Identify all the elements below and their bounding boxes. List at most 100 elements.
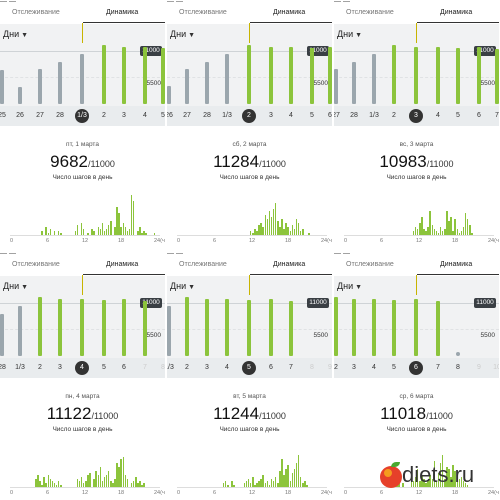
date-label[interactable]: 4	[436, 112, 440, 119]
date-label[interactable]: 4	[143, 112, 147, 119]
date-label[interactable]: 7	[436, 364, 440, 371]
day-bar[interactable]	[185, 297, 189, 356]
date-label[interactable]: 3	[409, 109, 423, 123]
tab-tracking[interactable]: Отслеживание	[12, 261, 60, 268]
date-label[interactable]: 9	[477, 364, 481, 371]
date-label[interactable]: 1/3	[75, 109, 89, 123]
date-label[interactable]: 6	[269, 364, 273, 371]
day-bar[interactable]	[143, 46, 147, 104]
date-label[interactable]: 28	[56, 112, 64, 119]
date-label[interactable]: 7	[495, 112, 499, 119]
date-label[interactable]: 10	[493, 364, 499, 371]
day-bar[interactable]	[289, 46, 293, 104]
date-label[interactable]: 4	[75, 361, 89, 375]
day-bar[interactable]	[495, 49, 499, 104]
date-label[interactable]: 1/3	[222, 112, 232, 119]
date-label[interactable]: 1/3	[15, 364, 25, 371]
day-bar[interactable]	[269, 46, 273, 104]
tab-tracking[interactable]: Отслеживание	[346, 261, 394, 268]
day-bar[interactable]	[225, 298, 229, 356]
date-label[interactable]: 4	[289, 112, 293, 119]
day-bar[interactable]	[38, 69, 42, 104]
date-label[interactable]: 27	[36, 112, 44, 119]
day-bar[interactable]	[372, 53, 376, 104]
day-bar[interactable]	[205, 62, 209, 104]
day-bar[interactable]	[477, 47, 481, 104]
day-bar[interactable]	[247, 300, 251, 356]
period-dropdown[interactable]: Дни ▼	[337, 29, 362, 39]
date-label[interactable]: 28	[350, 112, 358, 119]
day-bar[interactable]	[414, 46, 418, 104]
date-label[interactable]: 7	[143, 364, 147, 371]
date-label[interactable]: 1/3	[369, 112, 379, 119]
day-bar[interactable]	[328, 47, 332, 104]
day-bar[interactable]	[310, 48, 314, 104]
day-bar[interactable]	[58, 298, 62, 356]
day-bar[interactable]	[102, 45, 106, 104]
day-bar[interactable]	[372, 298, 376, 356]
date-label[interactable]: 5	[161, 112, 165, 119]
day-bar[interactable]	[18, 87, 22, 104]
day-bar[interactable]	[122, 46, 126, 104]
day-bar[interactable]	[414, 299, 418, 356]
day-bar[interactable]	[167, 85, 171, 104]
day-bar[interactable]	[334, 69, 338, 104]
date-label[interactable]: 9	[328, 364, 332, 371]
day-bar[interactable]	[161, 48, 165, 104]
date-label[interactable]: 26	[167, 112, 173, 119]
day-bar[interactable]	[289, 301, 293, 356]
date-label[interactable]: 26	[16, 112, 24, 119]
date-label[interactable]: 28	[0, 364, 6, 371]
day-bar[interactable]	[352, 298, 356, 356]
date-label[interactable]: 3	[352, 364, 356, 371]
day-bar[interactable]	[58, 62, 62, 104]
day-bar[interactable]	[122, 299, 126, 356]
day-bar[interactable]	[143, 301, 147, 356]
tab-dynamics[interactable]: Динамика	[440, 261, 473, 268]
date-label[interactable]: 2	[392, 112, 396, 119]
day-bar[interactable]	[436, 301, 440, 356]
date-label[interactable]: 5	[456, 112, 460, 119]
period-dropdown[interactable]: Дни ▼	[3, 281, 28, 291]
tab-dynamics[interactable]: Динамика	[440, 9, 473, 16]
tab-dynamics[interactable]: Динамика	[273, 9, 306, 16]
date-label[interactable]: 4	[225, 364, 229, 371]
day-bar[interactable]	[18, 305, 22, 356]
day-bar[interactable]	[436, 46, 440, 104]
day-bar[interactable]	[0, 70, 4, 104]
date-label[interactable]: 8	[310, 364, 314, 371]
tab-dynamics[interactable]: Динамика	[106, 9, 139, 16]
day-bar[interactable]	[185, 69, 189, 104]
date-label[interactable]: 8	[456, 364, 460, 371]
day-bar[interactable]	[352, 62, 356, 104]
date-label[interactable]: 25	[0, 112, 6, 119]
date-label[interactable]: 3	[58, 364, 62, 371]
date-label[interactable]: 7	[289, 364, 293, 371]
date-label[interactable]: 3	[122, 112, 126, 119]
day-bar[interactable]	[334, 297, 338, 356]
tab-tracking[interactable]: Отслеживание	[12, 9, 60, 16]
date-label[interactable]: 2	[102, 112, 106, 119]
period-dropdown[interactable]: Дни ▼	[337, 281, 362, 291]
day-bar[interactable]	[392, 300, 396, 356]
date-label[interactable]: 3	[269, 112, 273, 119]
tab-tracking[interactable]: Отслеживание	[346, 9, 394, 16]
date-label[interactable]: 5	[310, 112, 314, 119]
date-label[interactable]: 27	[183, 112, 191, 119]
date-label[interactable]: 3	[205, 364, 209, 371]
period-dropdown[interactable]: Дни ▼	[170, 29, 195, 39]
day-bar[interactable]	[205, 298, 209, 356]
date-label[interactable]: 5	[102, 364, 106, 371]
day-bar[interactable]	[392, 45, 396, 104]
tab-dynamics[interactable]: Динамика	[106, 261, 139, 268]
date-label[interactable]: 2	[334, 364, 338, 371]
date-label[interactable]: 28	[203, 112, 211, 119]
day-bar[interactable]	[102, 300, 106, 356]
day-bar[interactable]	[0, 314, 4, 356]
day-bar[interactable]	[225, 53, 229, 104]
tab-tracking[interactable]: Отслеживание	[179, 261, 227, 268]
date-label[interactable]: 27	[334, 112, 340, 119]
day-bar[interactable]	[167, 305, 171, 356]
tab-dynamics[interactable]: Динамика	[273, 261, 306, 268]
day-bar[interactable]	[269, 299, 273, 356]
